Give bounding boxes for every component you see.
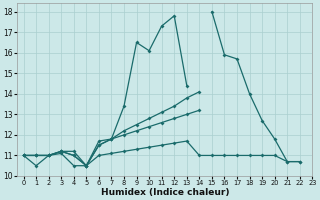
X-axis label: Humidex (Indice chaleur): Humidex (Indice chaleur) [100,188,229,197]
